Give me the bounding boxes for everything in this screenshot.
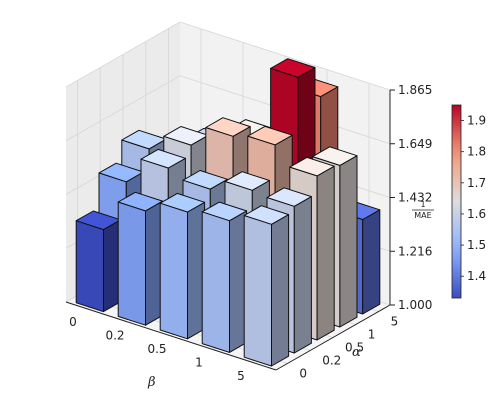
z-tick-label: 1.216: [398, 244, 432, 258]
colorbar-tick-label: 1.7: [467, 176, 486, 190]
bar-top-face: [289, 156, 335, 177]
y-tick-label: 0.2: [322, 354, 341, 368]
bar-top-face: [247, 125, 293, 146]
bar: [75, 210, 122, 313]
bar-top-face: [224, 171, 270, 191]
colorbar-tick-label: 1.9: [467, 114, 486, 128]
bar-front-face: [159, 202, 188, 340]
bar: [243, 205, 290, 367]
z-tick-label: 1.432: [398, 191, 432, 205]
y-tick-label: 1: [368, 328, 376, 342]
bar-front-face: [117, 201, 146, 326]
y-tick-label: 0.5: [345, 341, 364, 355]
y-tick-label: 5: [391, 315, 399, 329]
bar-top-face: [312, 146, 358, 166]
y-tick-labels: 0 0.2 0.5 1 5: [299, 315, 398, 381]
colorbar: 1.4 1.5 1.6 1.7 1.8 1.9: [451, 104, 486, 299]
bar-top-face: [205, 117, 251, 137]
z-axis-label-denominator: MAE: [414, 211, 431, 220]
x-tick-label: 1: [195, 356, 203, 370]
z-axis-label: 1 MAE: [412, 200, 434, 220]
bar-top-face: [201, 201, 248, 222]
bar-side-face: [339, 155, 358, 328]
x-tick-label: 0: [69, 315, 77, 329]
x-axis-line: [65, 301, 277, 371]
colorbar-gradient: [451, 104, 462, 299]
z-tick-label: 1.865: [398, 83, 432, 97]
bar-side-face: [316, 165, 335, 341]
y-axis-line: [275, 304, 391, 371]
bar-front-face: [201, 211, 230, 353]
bar-top-face: [182, 170, 228, 190]
y-axis-label: α: [352, 345, 361, 360]
colorbar-tick-label: 1.4: [467, 269, 486, 283]
colorbar-tick-label: 1.5: [467, 238, 486, 252]
z-axis-label-numerator: 1: [420, 200, 425, 209]
bar: [117, 191, 164, 326]
x-tick-label: 0.2: [105, 328, 124, 342]
grid-line: [179, 21, 391, 91]
bar-side-face: [293, 196, 312, 354]
bar-top-face: [159, 192, 206, 213]
bar-side-face: [362, 209, 381, 315]
x-tick-label: 5: [237, 369, 245, 383]
x-tick-labels: 0 0.2 0.5 1 5: [69, 315, 245, 383]
bar: [201, 201, 248, 353]
grid-line: [65, 21, 181, 88]
bar-side-face: [271, 214, 290, 367]
bar-front-face: [75, 220, 104, 313]
z-tick-label: 1.649: [398, 137, 432, 151]
z-tick-label: 1.000: [398, 298, 432, 312]
bar-top-face: [270, 58, 316, 78]
x-axis-label: β: [147, 375, 156, 390]
bar-top-face: [266, 187, 312, 207]
colorbar-tick-label: 1.8: [467, 145, 486, 159]
bars: [75, 58, 381, 367]
bar-top-face: [243, 205, 290, 225]
grid-line: [65, 75, 181, 142]
bar-top-face: [117, 191, 164, 212]
y-tick-label: 0: [299, 367, 307, 381]
bar: [159, 192, 206, 340]
bar-top-face: [140, 148, 186, 169]
z-tick-labels: 1.000 1.216 1.432 1.649 1.865: [390, 83, 432, 312]
bar-front-face: [243, 215, 272, 367]
colorbar-tick-label: 1.6: [467, 207, 486, 221]
x-tick-label: 0.5: [147, 342, 166, 356]
